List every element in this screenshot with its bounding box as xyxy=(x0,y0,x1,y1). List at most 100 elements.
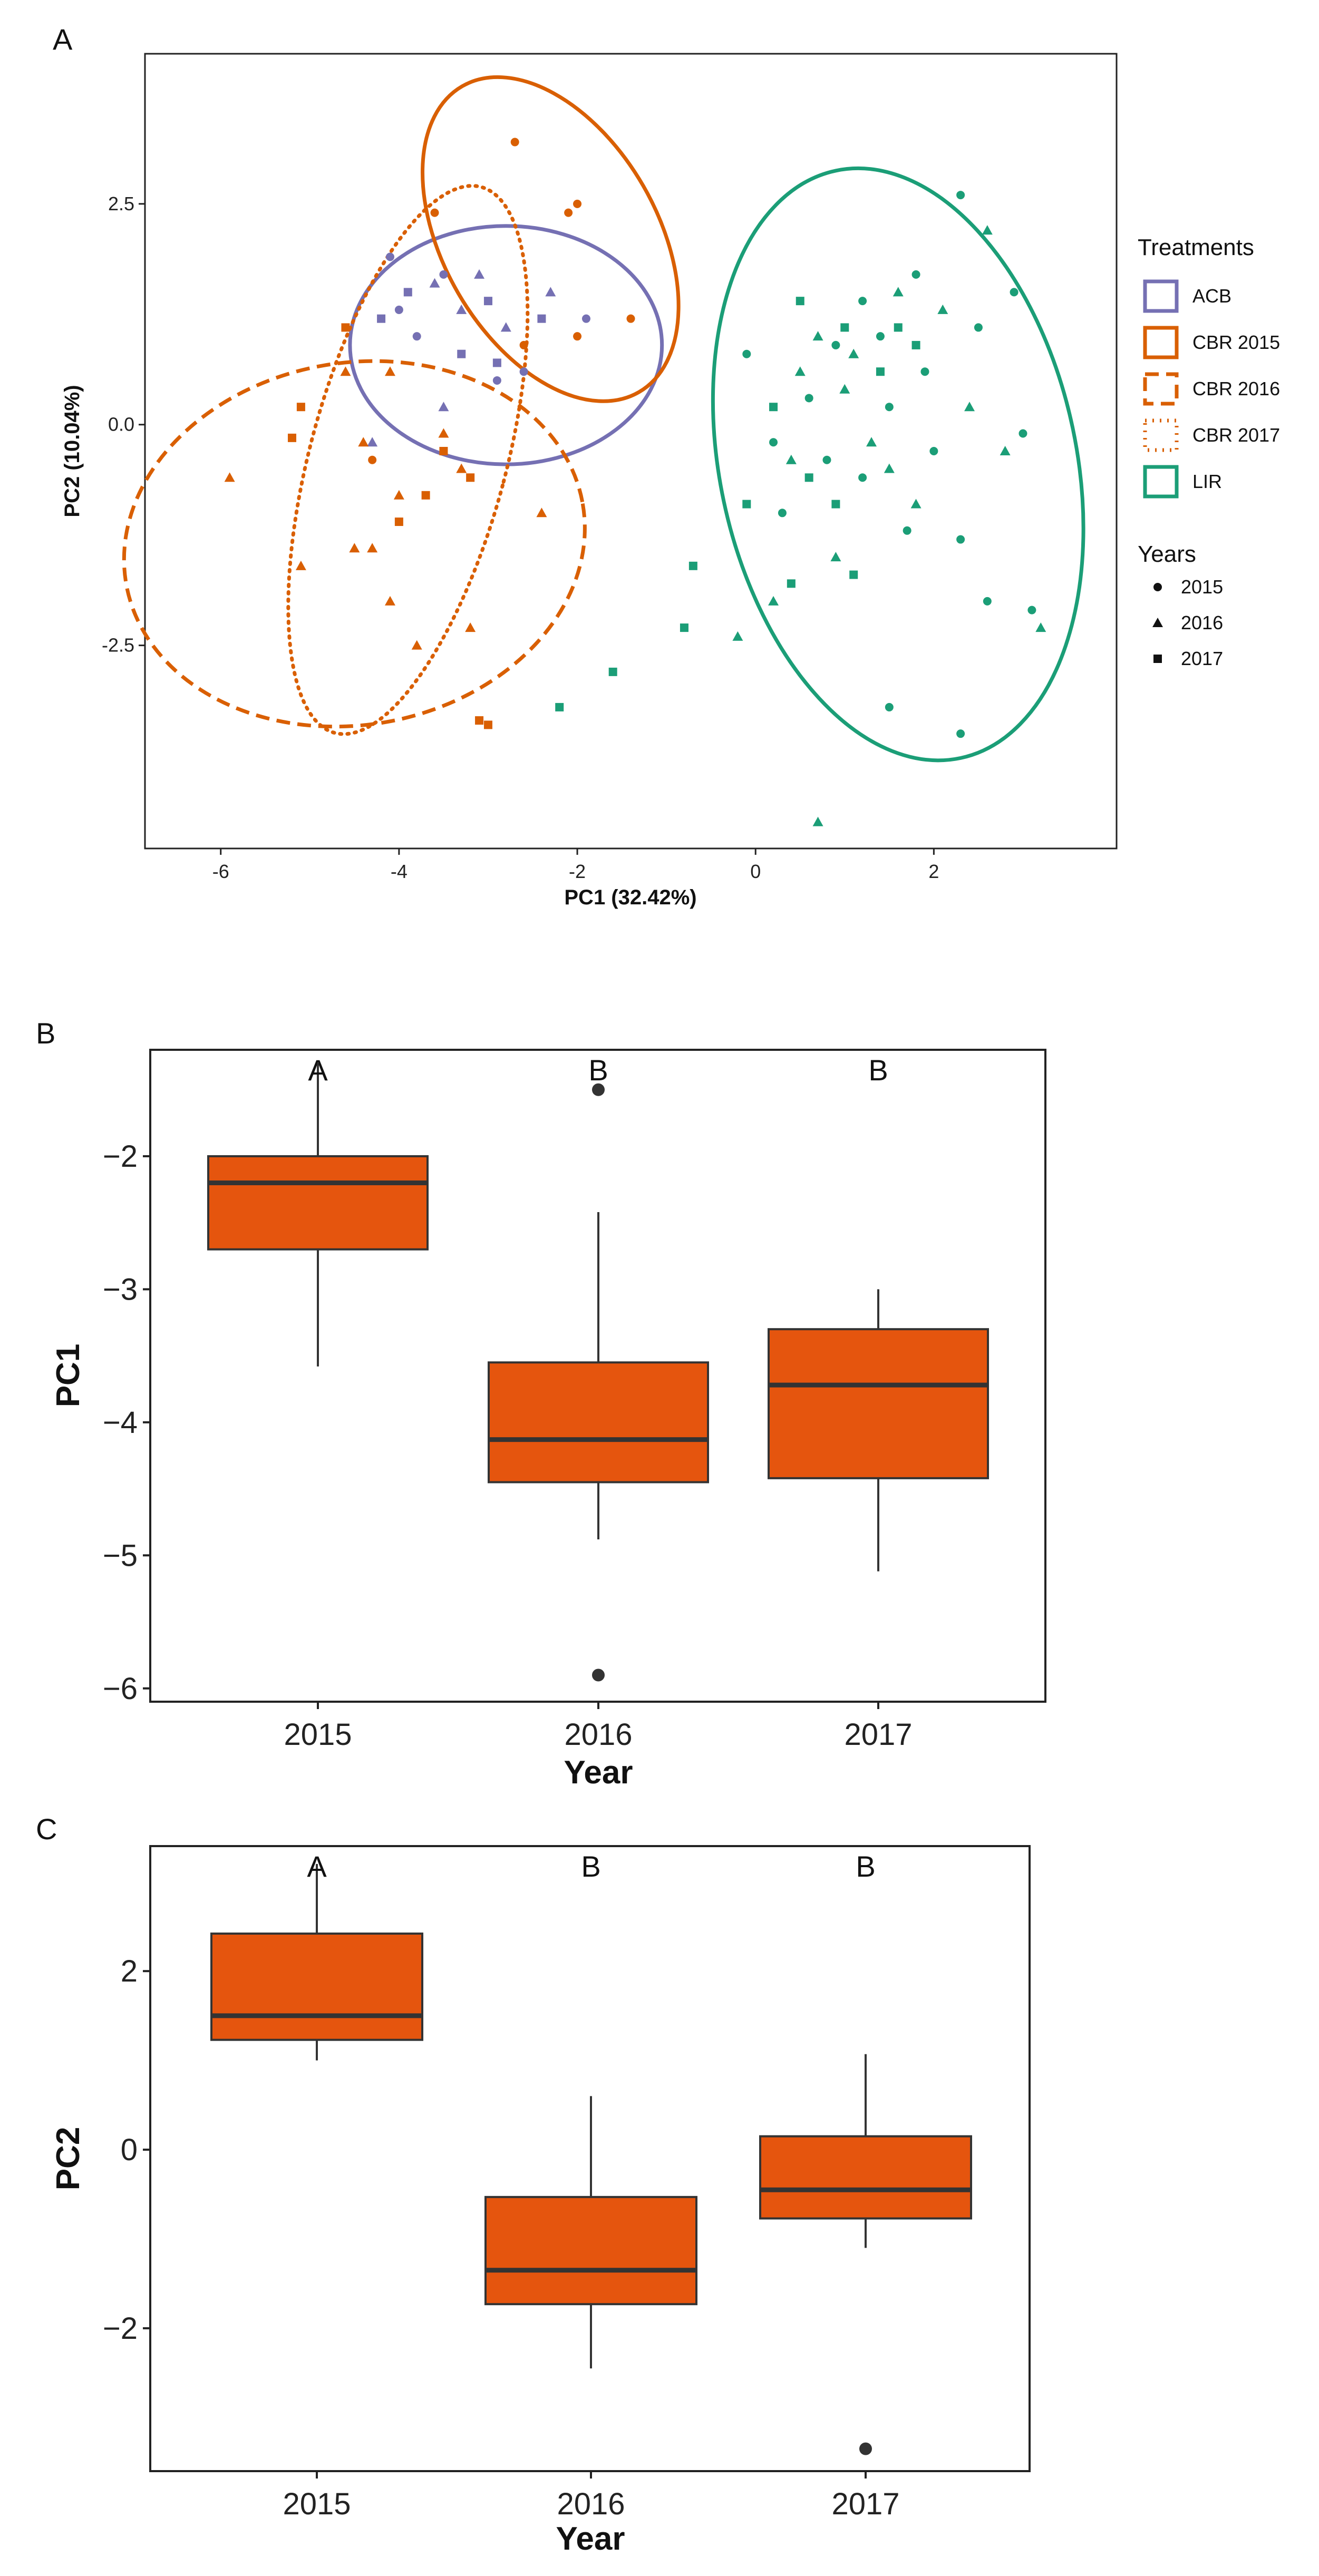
point-cbr-2015-2016-27 xyxy=(224,472,235,482)
point-acb-2015-1 xyxy=(385,252,394,261)
point-lir-2016-78 xyxy=(839,384,850,394)
point-lir-2015-69 xyxy=(822,455,831,464)
y-tick-label: −5 xyxy=(103,1538,138,1573)
point-lir-2015-71 xyxy=(974,323,983,332)
point-lir-2017-106 xyxy=(894,323,903,332)
x-tick-label: -4 xyxy=(391,861,408,882)
panel-a-pca-scatter: A -6 -4 -2 0 2 2.5 0.0 -2.5 PC1 (32.42%) PC2 (… xyxy=(53,23,1280,909)
legend-key-lir xyxy=(1143,465,1179,499)
x-tick-label: 2015 xyxy=(284,1718,352,1752)
y-tick-label: 2 xyxy=(121,1954,138,1988)
significance-letter-2016: B xyxy=(588,1053,608,1087)
y-tick-label: −6 xyxy=(103,1672,138,1706)
point-lir-2015-62 xyxy=(903,526,911,535)
panel-label-a: A xyxy=(53,23,73,56)
plot-frame-a xyxy=(144,53,1118,850)
legend-key-cbr-2017 xyxy=(1143,418,1179,452)
ellipse-cbr-2016 xyxy=(122,359,587,729)
point-lir-2015-66 xyxy=(1027,606,1036,614)
point-lir-2015-68 xyxy=(956,729,965,738)
point-acb-2016-13 xyxy=(500,322,511,332)
point-lir-2015-58 xyxy=(885,403,894,412)
legend-label-cbr-2017: CBR 2017 xyxy=(1192,424,1280,446)
point-acb-2017-14 xyxy=(377,314,386,323)
point-lir-2017-95 xyxy=(804,473,813,482)
point-acb-2016-11 xyxy=(438,402,449,412)
legend-key-acb xyxy=(1143,279,1179,313)
point-lir-2017-103 xyxy=(876,367,885,376)
point-lir-2015-57 xyxy=(804,394,813,403)
point-lir-2016-81 xyxy=(964,402,975,412)
box-2016 xyxy=(488,1361,709,1484)
point-acb-2015-4 xyxy=(519,367,528,376)
y-axis-ticks: 2.5 0.0 -2.5 xyxy=(102,193,145,656)
point-lir-2016-86 xyxy=(812,816,823,826)
panel-label-c: C xyxy=(36,1812,57,1846)
legend-title-years: Years xyxy=(1138,541,1196,567)
y-tick-label: -2.5 xyxy=(102,635,134,656)
legend-symbol-square xyxy=(1153,655,1162,663)
point-lir-2016-83 xyxy=(732,631,743,641)
panel-c-pc2-boxplot: C A B B 2 0 −2 2015 2016 2017 Year PC2 xyxy=(36,1812,1031,2557)
point-lir-2017-104 xyxy=(911,340,920,349)
point-lir-2017-92 xyxy=(796,297,804,306)
point-lir-2017-96 xyxy=(742,500,751,509)
significance-letter-2017: B xyxy=(868,1053,888,1087)
legend-label-cbr-2015: CBR 2015 xyxy=(1192,331,1280,353)
point-lir-2016-85 xyxy=(1035,622,1046,632)
significance-letter-2016: B xyxy=(581,1850,600,1883)
x-axis-label-c: Year xyxy=(556,2521,625,2557)
point-cbr-2017-2015-43 xyxy=(368,455,377,464)
point-cbr-2015-2015-25 xyxy=(430,208,439,217)
y-axis-ticks-b: −2 −3 −4 −5 −6 xyxy=(103,1139,150,1706)
point-lir-2015-54 xyxy=(956,191,965,200)
point-lir-2017-100 xyxy=(680,623,688,632)
point-acb-2017-17 xyxy=(492,358,501,367)
point-cbr-2016-2017-42 xyxy=(394,518,403,526)
point-cbr-2015-2015-23 xyxy=(626,314,635,323)
legend-key-cbr-2016 xyxy=(1143,372,1179,406)
legend-label-year-2015: 2015 xyxy=(1181,576,1223,598)
point-lir-2016-82 xyxy=(830,552,841,562)
y-tick-label: −2 xyxy=(103,1139,138,1174)
point-lir-2017-102 xyxy=(555,702,564,711)
legend-label-cbr-2016: CBR 2016 xyxy=(1192,378,1280,399)
x-tick-label: 2016 xyxy=(557,2487,625,2521)
point-lir-2015-63 xyxy=(956,535,965,544)
y-tick-label: −2 xyxy=(103,2311,138,2346)
point-acb-2017-19 xyxy=(483,297,492,306)
y-tick-label: 2.5 xyxy=(108,193,134,214)
point-lir-2015-72 xyxy=(769,438,778,447)
y-tick-label: 0 xyxy=(121,2133,138,2167)
legend-symbol-circle xyxy=(1153,583,1162,591)
point-lir-2016-75 xyxy=(937,304,948,314)
point-acb-2016-9 xyxy=(456,304,467,314)
point-cbr-2016-2016-37 xyxy=(536,508,547,518)
y-axis-label-c: PC2 xyxy=(50,2127,86,2191)
x-tick-label: -2 xyxy=(569,861,586,882)
x-tick-label: 0 xyxy=(750,861,761,882)
point-lir-2015-59 xyxy=(929,447,938,455)
point-lir-2015-52 xyxy=(858,297,867,306)
point-cbr-2017-2016-44 xyxy=(393,490,404,500)
point-lir-2016-74 xyxy=(893,287,904,297)
point-cbr-2017-2017-50 xyxy=(475,716,484,725)
significance-letter-2015: A xyxy=(307,1850,327,1883)
x-tick-label: 2017 xyxy=(844,1718,912,1752)
box-2017 xyxy=(768,1328,989,1479)
point-cbr-2017-2017-49 xyxy=(483,720,492,729)
point-lir-2017-101 xyxy=(608,667,617,676)
point-cbr-2016-2016-36 xyxy=(456,463,467,473)
point-cbr-2016-2017-40 xyxy=(421,491,430,500)
box-2015 xyxy=(210,1933,423,2041)
y-tick-label: −3 xyxy=(103,1272,138,1306)
point-cbr-2016-2017-39 xyxy=(296,403,305,412)
point-acb-2017-15 xyxy=(403,288,412,297)
point-lir-2015-73 xyxy=(876,332,885,341)
point-lir-2015-51 xyxy=(911,270,920,279)
point-acb-2017-18 xyxy=(537,314,546,323)
point-cbr-2015-2015-20 xyxy=(510,138,519,147)
point-lir-2017-93 xyxy=(840,323,849,332)
x-axis-label-b: Year xyxy=(564,1754,633,1791)
